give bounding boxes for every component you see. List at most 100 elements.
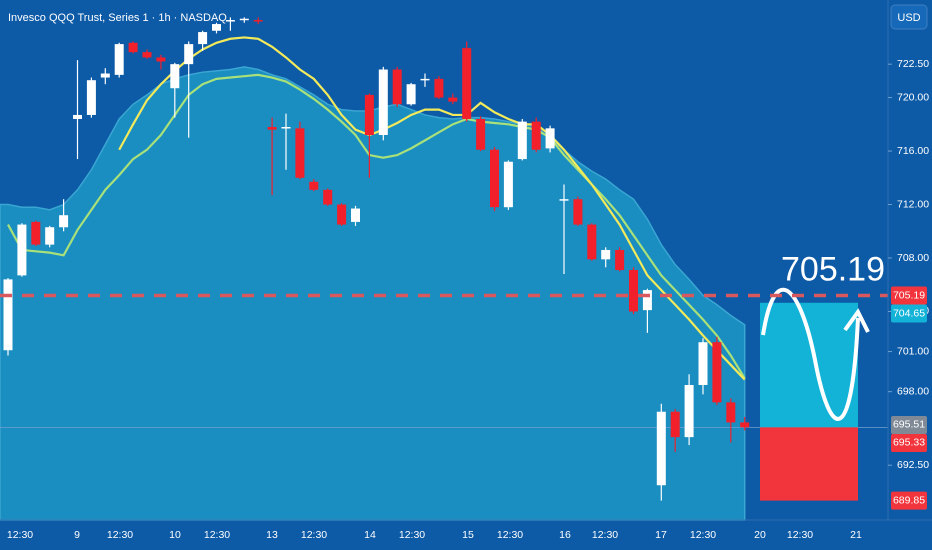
candle-body xyxy=(128,42,138,53)
x-tick-label: 21 xyxy=(850,529,862,541)
y-tick-label: 701.00 xyxy=(897,345,929,357)
price-label: 704.65 xyxy=(893,307,925,319)
profit-zone xyxy=(760,302,858,428)
forecast-arrow xyxy=(761,287,860,421)
candle-body xyxy=(490,149,499,208)
candle-body xyxy=(156,57,166,62)
candle-body xyxy=(642,290,652,311)
candle-body xyxy=(239,18,249,21)
x-tick-label: 12:30 xyxy=(204,529,230,541)
x-tick-label: 14 xyxy=(364,529,376,541)
candle-body xyxy=(503,161,513,208)
x-tick-label: 12:30 xyxy=(7,529,33,541)
candle-body xyxy=(448,97,458,102)
forecast-arrow-head xyxy=(843,308,870,333)
candle-body xyxy=(740,422,750,428)
y-tick-label: 692.50 xyxy=(897,459,929,471)
price-label: 705.19 xyxy=(893,289,925,301)
price-label: 695.33 xyxy=(893,437,925,449)
x-tick-label: 12:30 xyxy=(399,529,425,541)
candle-body xyxy=(420,78,430,81)
y-tick-label: 712.00 xyxy=(897,198,929,210)
y-tick-label: 698.00 xyxy=(897,385,929,397)
currency[interactable]: USD xyxy=(897,12,920,24)
candle-body xyxy=(670,411,680,438)
candle-body xyxy=(309,181,319,190)
candle-body xyxy=(212,24,221,31)
x-tick-label: 10 xyxy=(169,529,181,541)
candle-body xyxy=(17,224,27,276)
candle-body xyxy=(142,52,152,58)
candle-body xyxy=(392,69,402,105)
candle-body xyxy=(295,128,305,178)
x-tick-label: 12:30 xyxy=(690,529,716,541)
y-tick-label: 708.00 xyxy=(897,252,929,264)
candle-body xyxy=(337,204,347,225)
candle-body xyxy=(726,402,736,423)
band-area xyxy=(0,66,746,521)
candle-body xyxy=(406,84,416,105)
candle-body xyxy=(73,114,82,119)
overlay-line xyxy=(7,73,746,379)
candle-body xyxy=(114,44,124,75)
price-label-box xyxy=(891,304,927,323)
candle-body xyxy=(434,78,444,98)
candle-body xyxy=(267,126,277,130)
chart-title: Invesco QQQ Trust, Series 1 · 1h · NASDA… xyxy=(8,12,227,24)
candle-body xyxy=(351,208,360,222)
candle-body xyxy=(100,73,110,78)
x-tick-label: 12:30 xyxy=(301,529,327,541)
x-tick-label: 20 xyxy=(754,529,766,541)
y-tick-label: 716.00 xyxy=(897,145,929,157)
candle-body xyxy=(184,44,194,65)
candle-body xyxy=(364,94,374,136)
candle-body xyxy=(198,32,208,45)
candle-body xyxy=(86,80,96,115)
candle-body xyxy=(59,215,69,228)
level-annotation: 705.19 xyxy=(781,251,885,289)
price-label-box xyxy=(891,433,927,452)
price-label: 695.51 xyxy=(893,419,925,431)
x-tick-label: 13 xyxy=(266,529,278,541)
candle-body xyxy=(698,342,708,385)
price-label-box xyxy=(891,286,927,305)
candle-body xyxy=(712,342,722,403)
y-tick-label: 720.00 xyxy=(897,91,929,103)
candle-body xyxy=(45,227,55,245)
x-tick-label: 12:30 xyxy=(787,529,813,541)
candle-body xyxy=(3,279,13,351)
candle-body xyxy=(517,121,527,160)
candle-body xyxy=(573,199,583,225)
y-tick-label: 722.50 xyxy=(897,58,929,70)
x-tick-label: 17 xyxy=(655,529,667,541)
candle-body xyxy=(323,189,333,205)
x-tick-label: 12:30 xyxy=(497,529,523,541)
candle-body xyxy=(31,221,41,245)
candle-body xyxy=(531,121,541,150)
candle-body xyxy=(281,126,291,129)
currency-button[interactable] xyxy=(890,4,928,30)
price-label-box xyxy=(891,491,927,510)
candle-body xyxy=(629,270,638,312)
overlay-line xyxy=(118,36,746,381)
candle-body xyxy=(684,384,694,438)
candle-body xyxy=(225,20,235,22)
x-tick-label: 16 xyxy=(559,529,571,541)
candle-body xyxy=(378,69,388,136)
x-tick-label: 15 xyxy=(462,529,474,541)
price-label: 689.85 xyxy=(893,494,925,506)
candle-body xyxy=(559,199,569,201)
candle-body xyxy=(601,249,611,260)
loss-zone xyxy=(760,427,858,501)
candle-body xyxy=(615,249,625,271)
x-tick-label: 12:30 xyxy=(107,529,133,541)
x-tick-label: 9 xyxy=(74,529,80,541)
candle-body xyxy=(545,128,555,149)
candle-body xyxy=(170,64,180,89)
candle-body xyxy=(587,224,597,260)
candle-body xyxy=(462,48,472,119)
price-label-box xyxy=(891,415,927,434)
x-tick-label: 12:30 xyxy=(592,529,618,541)
